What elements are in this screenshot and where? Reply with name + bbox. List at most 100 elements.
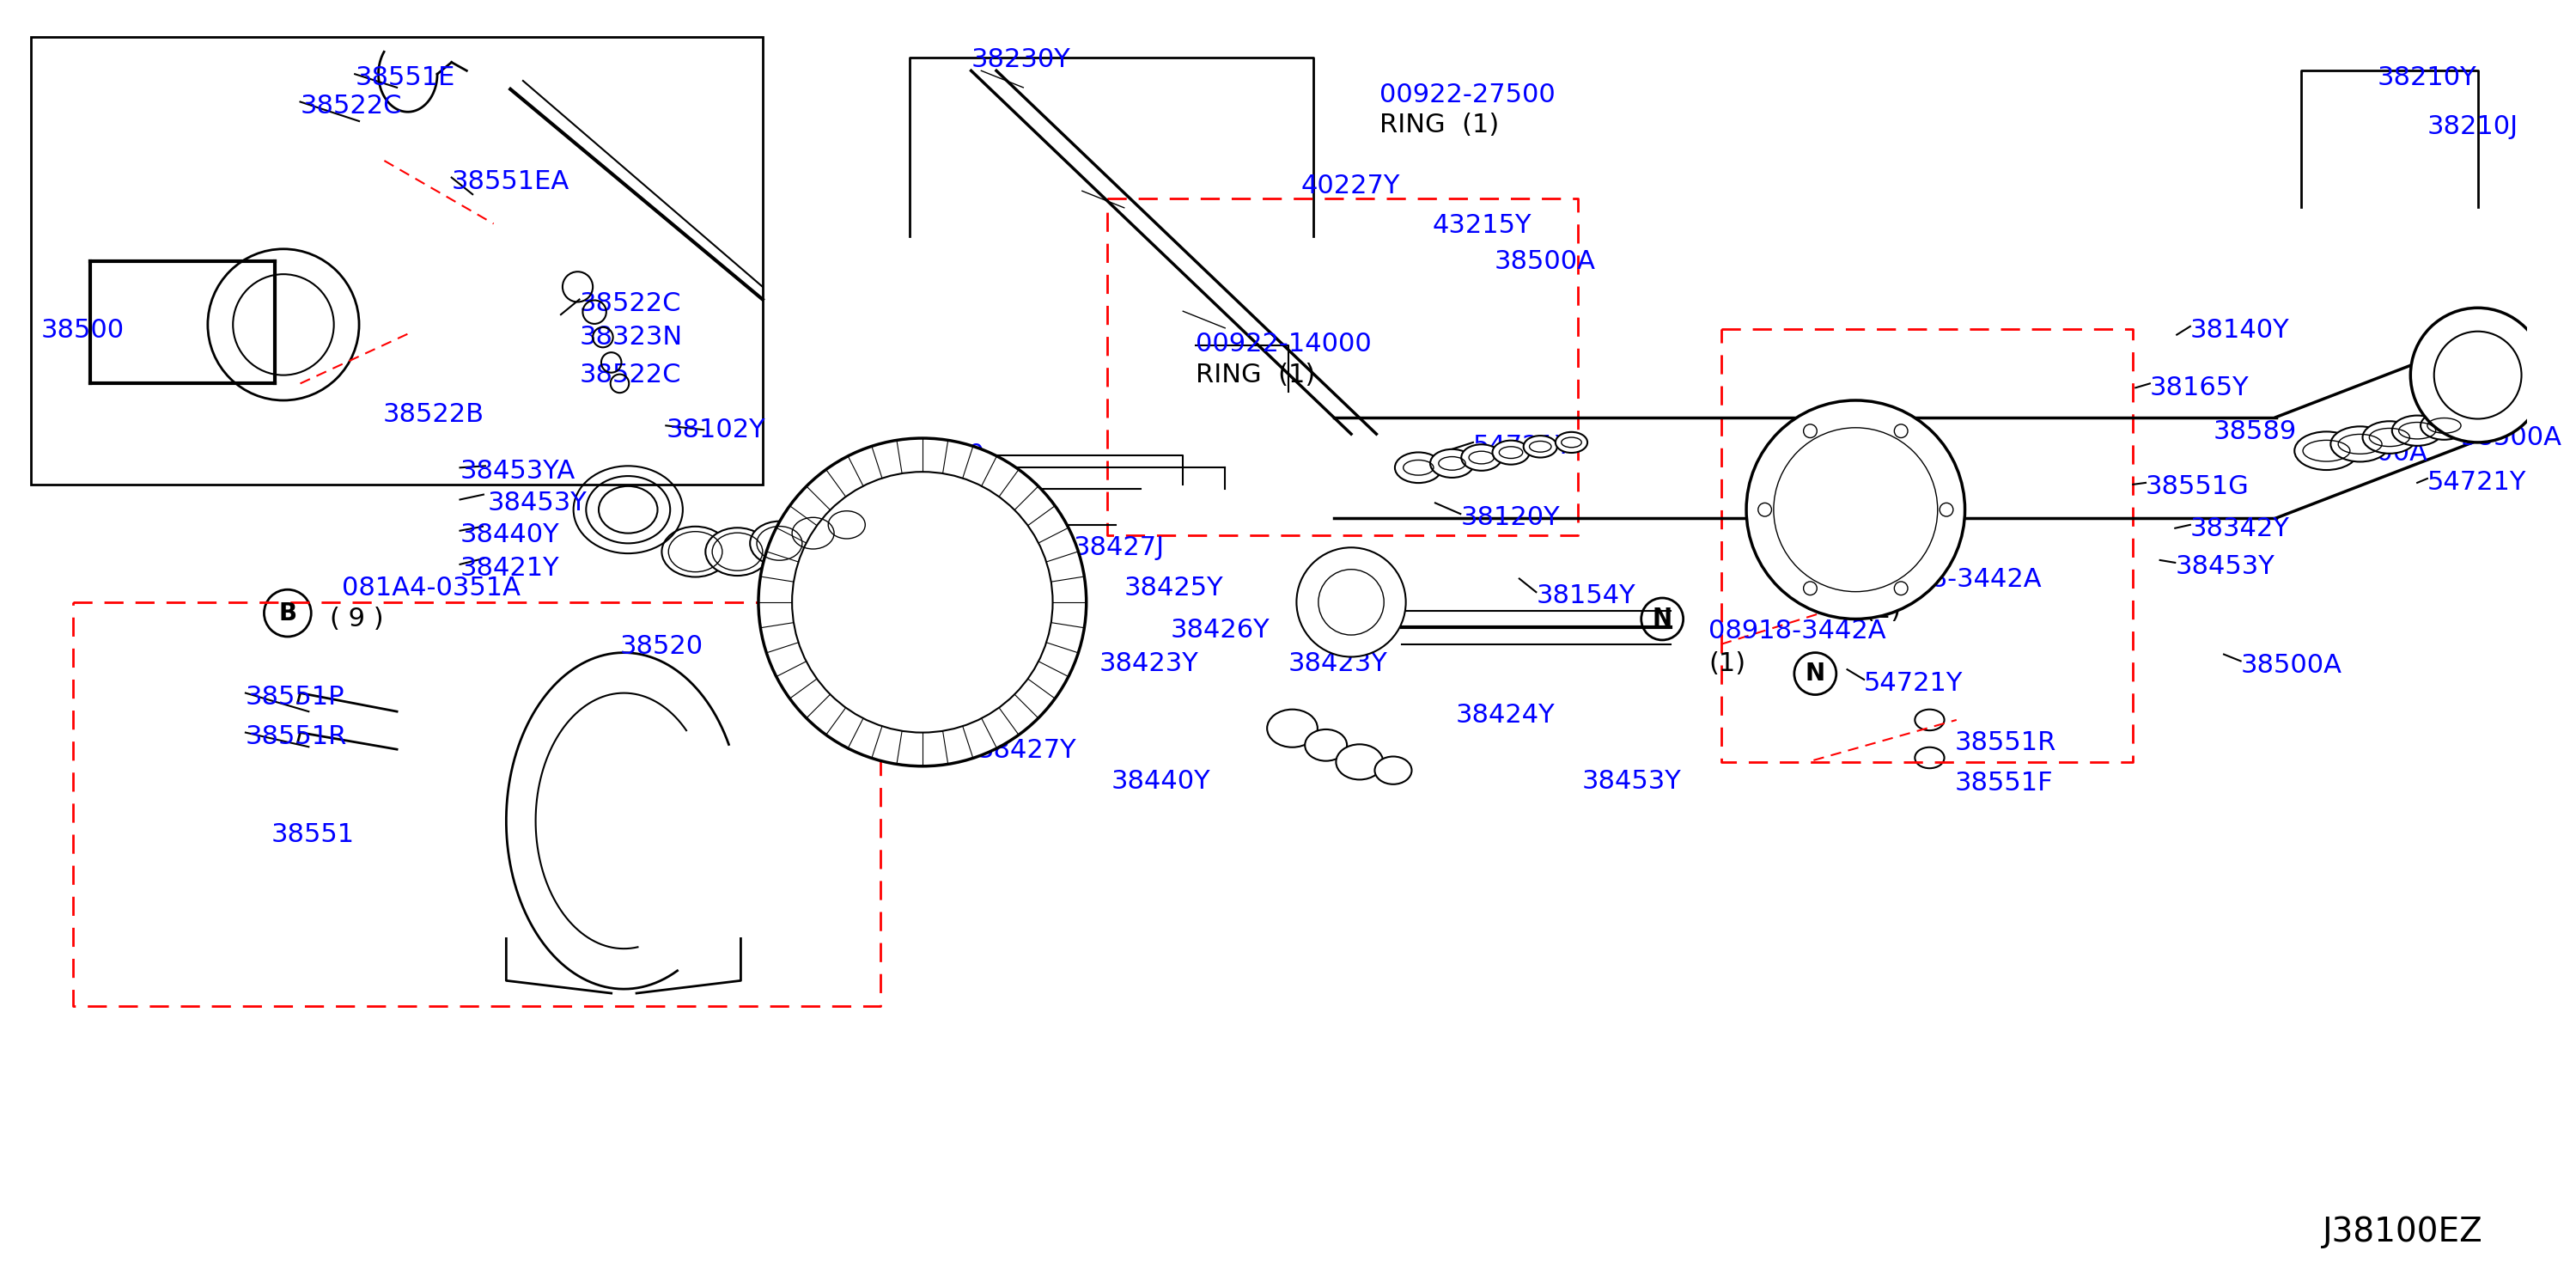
Circle shape <box>757 439 1087 766</box>
Text: (1): (1) <box>1708 652 1747 676</box>
Text: 38522B: 38522B <box>384 402 484 427</box>
Circle shape <box>1757 502 1772 516</box>
Ellipse shape <box>1337 745 1383 779</box>
Text: 38423Y: 38423Y <box>1100 652 1198 676</box>
Text: N: N <box>1806 662 1826 686</box>
Text: 38423Y: 38423Y <box>1288 652 1388 676</box>
Text: 38551R: 38551R <box>1955 731 2056 755</box>
Text: J38100EZ: J38100EZ <box>2321 1216 2483 1248</box>
Text: 38426Y: 38426Y <box>914 668 1012 692</box>
Text: 38510A: 38510A <box>943 482 1046 507</box>
Text: 38427J: 38427J <box>1074 536 1164 560</box>
Bar <box>31 37 762 485</box>
Ellipse shape <box>1394 453 1443 483</box>
Ellipse shape <box>1556 432 1587 453</box>
Text: 00922-27500: 00922-27500 <box>1381 83 1556 107</box>
Text: N: N <box>1651 607 1672 631</box>
Text: 38140Y: 38140Y <box>2190 317 2290 343</box>
Text: RING  (1): RING (1) <box>1195 362 1316 388</box>
Ellipse shape <box>1747 400 1965 618</box>
Ellipse shape <box>662 527 729 578</box>
Text: 54721Y: 54721Y <box>2427 470 2527 495</box>
Text: 43215Y: 43215Y <box>1432 213 1533 237</box>
Text: 38522C: 38522C <box>301 93 402 119</box>
Ellipse shape <box>2331 426 2391 462</box>
Circle shape <box>1940 502 1953 516</box>
Text: 38210J: 38210J <box>2427 115 2519 139</box>
Text: 38551G: 38551G <box>2146 474 2249 500</box>
Text: 38453Y: 38453Y <box>487 491 587 515</box>
Text: 38522C: 38522C <box>580 291 680 316</box>
Text: 38520: 38520 <box>621 634 703 659</box>
Ellipse shape <box>750 521 809 565</box>
Text: 54721Y: 54721Y <box>1865 671 1963 696</box>
Text: 38551EA: 38551EA <box>451 170 569 194</box>
Ellipse shape <box>786 513 840 553</box>
Text: B: B <box>278 601 296 625</box>
Text: 38165Y: 38165Y <box>2151 375 2249 400</box>
Text: 38453Y: 38453Y <box>2174 555 2275 579</box>
Text: 38100Y: 38100Y <box>902 514 999 539</box>
Text: 38102Y: 38102Y <box>667 417 765 442</box>
Ellipse shape <box>2411 307 2545 442</box>
Text: (1): (1) <box>1865 598 1901 623</box>
Text: 38342Y: 38342Y <box>2190 516 2290 542</box>
Ellipse shape <box>2421 412 2468 440</box>
Ellipse shape <box>1492 440 1530 464</box>
Ellipse shape <box>1522 436 1556 458</box>
Circle shape <box>1893 425 1909 437</box>
Text: 38440Y: 38440Y <box>1113 769 1211 793</box>
Text: 38500A: 38500A <box>2326 441 2427 465</box>
Ellipse shape <box>1461 445 1502 470</box>
Ellipse shape <box>2393 416 2442 446</box>
Text: 38522C: 38522C <box>580 362 680 388</box>
Text: 38500A: 38500A <box>1494 249 1595 274</box>
Text: 38589: 38589 <box>2213 419 2295 445</box>
Text: 40227Y: 40227Y <box>1301 173 1399 198</box>
Ellipse shape <box>2295 432 2360 470</box>
Text: 38500A: 38500A <box>2460 426 2563 450</box>
Ellipse shape <box>1306 729 1347 761</box>
Text: 38323N: 38323N <box>580 325 683 349</box>
Circle shape <box>1893 581 1909 595</box>
Text: 38120Y: 38120Y <box>1461 505 1561 530</box>
Circle shape <box>209 249 358 400</box>
Text: 38421Y: 38421Y <box>461 556 559 581</box>
Ellipse shape <box>1430 449 1473 478</box>
Text: 38551: 38551 <box>270 822 355 848</box>
Text: 38551F: 38551F <box>1955 770 2053 796</box>
Text: 38453YA: 38453YA <box>461 459 574 485</box>
Text: 38424Y: 38424Y <box>1455 703 1556 728</box>
Text: 38154Y: 38154Y <box>1535 584 1636 608</box>
Text: 38551P: 38551P <box>245 685 345 709</box>
Circle shape <box>1803 425 1816 437</box>
Text: 38551R: 38551R <box>245 724 348 748</box>
Text: 38500A: 38500A <box>2241 653 2342 677</box>
Text: 38440Y: 38440Y <box>461 523 559 547</box>
Text: 38453Y: 38453Y <box>1582 769 1682 793</box>
Text: 38427Y: 38427Y <box>976 738 1077 764</box>
Text: 08918-3442A: 08918-3442A <box>1708 618 1886 644</box>
Text: 54721Y: 54721Y <box>1473 434 1571 459</box>
Text: 38425Y: 38425Y <box>1123 575 1224 601</box>
Text: 38551E: 38551E <box>355 65 456 91</box>
Ellipse shape <box>1267 709 1316 747</box>
Ellipse shape <box>822 506 871 543</box>
Text: 38500: 38500 <box>41 317 124 343</box>
Circle shape <box>1296 547 1406 657</box>
Text: 00922-14000: 00922-14000 <box>1195 332 1370 356</box>
Text: 38424Y: 38424Y <box>914 634 1012 659</box>
Text: 38425Y: 38425Y <box>881 703 979 728</box>
Text: 08918-3442A: 08918-3442A <box>1865 567 2043 592</box>
Text: 38510: 38510 <box>902 442 984 468</box>
Ellipse shape <box>1376 756 1412 784</box>
Text: RING  (1): RING (1) <box>1381 112 1499 138</box>
Text: 081A4-0351A: 081A4-0351A <box>343 575 520 601</box>
Text: ( 9 ): ( 9 ) <box>330 607 384 631</box>
Circle shape <box>1803 581 1816 595</box>
Text: 38426Y: 38426Y <box>1170 617 1270 643</box>
Text: 38230Y: 38230Y <box>971 47 1072 73</box>
Ellipse shape <box>706 528 770 576</box>
Text: 38210Y: 38210Y <box>2378 65 2476 91</box>
Ellipse shape <box>2362 421 2416 454</box>
